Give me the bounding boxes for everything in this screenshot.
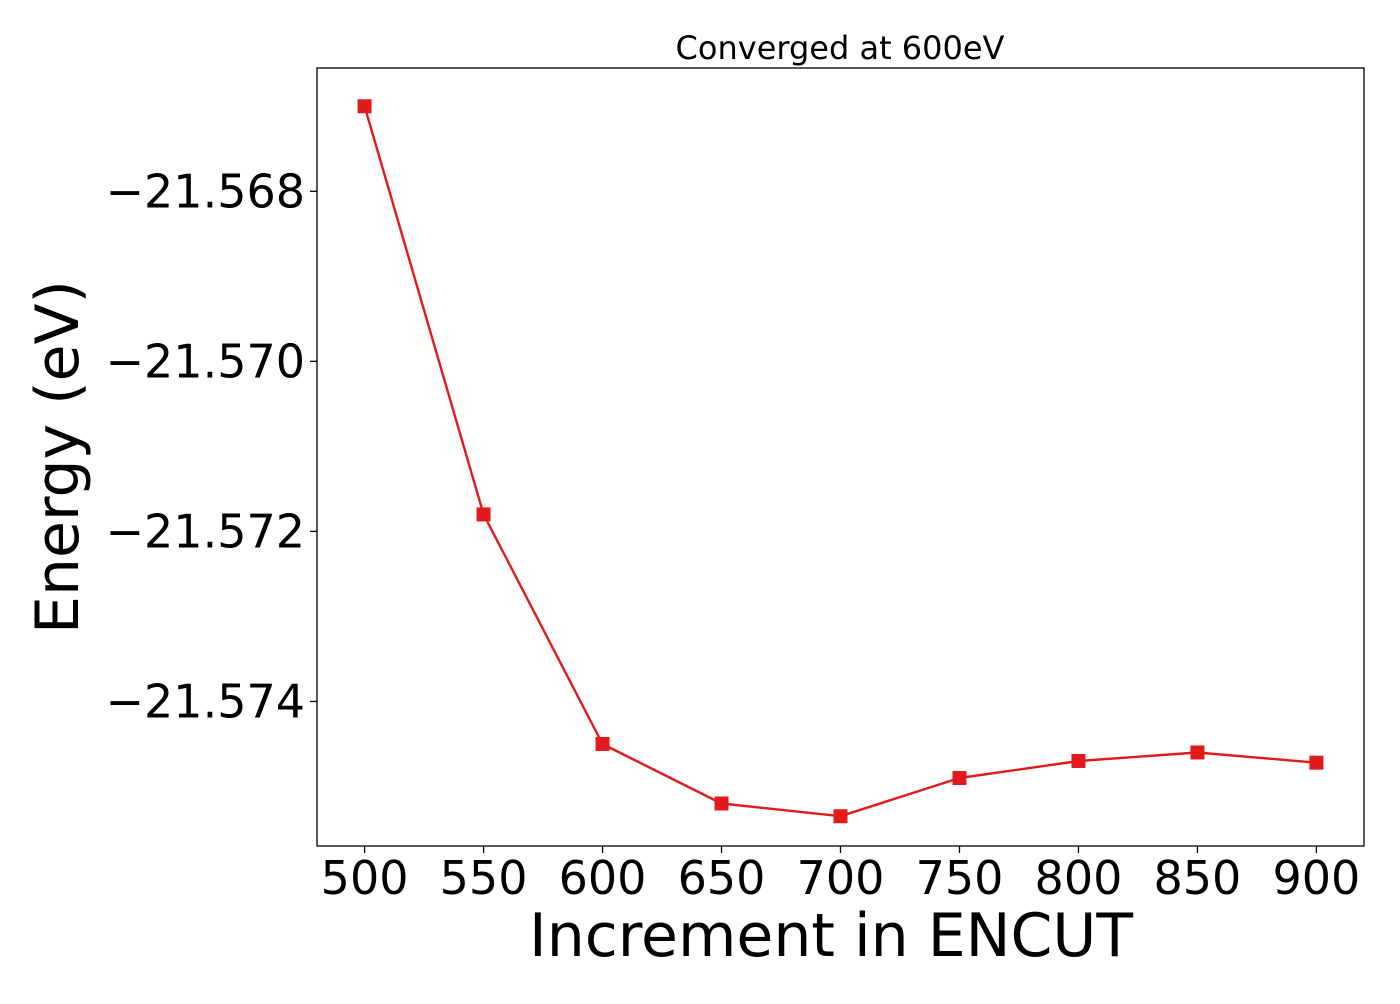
y-tick-label: −21.570	[106, 334, 306, 388]
data-point-marker	[1309, 755, 1324, 770]
data-point-marker	[357, 99, 372, 114]
plot-area-frame	[316, 67, 1365, 847]
x-tick-label: 900	[1273, 851, 1361, 905]
y-axis-ticks: −21.568 −21.570 −21.572 −21.574	[106, 164, 317, 728]
x-tick-label: 500	[321, 851, 409, 905]
data-point-marker	[833, 809, 848, 824]
series-line	[363, 105, 1317, 818]
data-point-marker	[476, 507, 491, 522]
series-group	[357, 99, 1324, 824]
x-axis-ticks: 500 550 600 650 700 750 800 850 900	[321, 846, 1361, 905]
x-tick-label: 800	[1035, 851, 1123, 905]
chart-title: Converged at 600eV	[676, 29, 1005, 67]
x-tick-label: 750	[916, 851, 1004, 905]
x-tick-label: 850	[1154, 851, 1242, 905]
y-tick-label: −21.574	[106, 674, 306, 728]
x-tick-label: 550	[440, 851, 528, 905]
y-tick-label: −21.568	[106, 164, 306, 218]
x-tick-label: 700	[797, 851, 885, 905]
x-tick-label: 650	[678, 851, 766, 905]
x-tick-label: 600	[559, 851, 647, 905]
data-point-marker	[595, 736, 610, 751]
data-point-marker	[952, 770, 967, 785]
y-axis-label: Energy (eV)	[23, 280, 93, 634]
x-axis-label: Increment in ENCUT	[529, 901, 1133, 971]
y-tick-label: −21.572	[106, 504, 306, 558]
data-point-marker	[1071, 753, 1086, 768]
data-point-marker	[1190, 745, 1205, 760]
data-point-marker	[714, 796, 729, 811]
